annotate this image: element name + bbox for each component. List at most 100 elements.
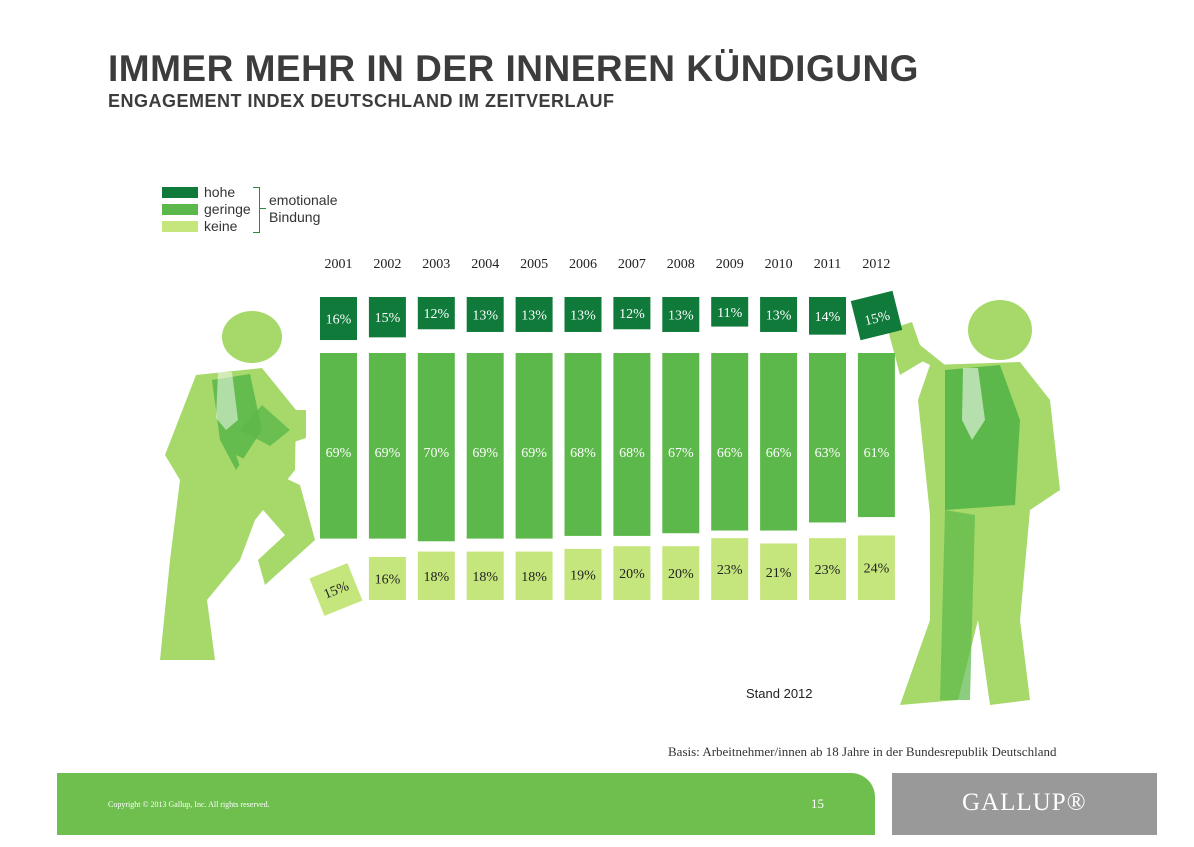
keine-group: 18% — [466, 551, 504, 600]
keine-group: 20% — [662, 546, 700, 600]
bar-hohe — [466, 297, 504, 332]
data-label-hohe: 13% — [570, 308, 596, 323]
gallup-logo: GALLUP® — [962, 789, 1087, 816]
data-label-hohe: 14% — [815, 310, 841, 325]
year-label: 2010 — [765, 257, 793, 272]
bar-keine — [309, 563, 363, 616]
bar-hohe — [662, 297, 700, 332]
bar-keine — [613, 546, 651, 600]
data-label-geringe: 69% — [375, 446, 401, 461]
legend-swatch-hohe — [162, 187, 198, 198]
hohe-group: 13% — [515, 297, 553, 332]
year-label: 2002 — [373, 257, 401, 272]
data-label-geringe: 69% — [521, 446, 547, 461]
hohe-group: 15% — [368, 297, 406, 338]
copyright-text: Copyright © 2013 Gallup, Inc. All rights… — [108, 800, 270, 809]
year-label: 2008 — [667, 257, 695, 272]
bar-hohe — [760, 297, 798, 332]
data-label-hohe: 15% — [375, 311, 401, 326]
data-label-geringe: 66% — [766, 446, 792, 461]
legend-label-keine: keine — [204, 218, 238, 234]
bar-hohe — [368, 297, 406, 338]
legend-group-line1: emotionale — [269, 192, 338, 208]
footer-logo-panel — [892, 773, 1157, 835]
data-label-keine: 20% — [668, 567, 694, 582]
hohe-group: 13% — [662, 297, 700, 332]
legend-label-hohe: hohe — [204, 184, 236, 200]
data-label-hohe: 15% — [863, 308, 892, 329]
bar-geringe — [368, 353, 406, 539]
bar-keine — [711, 538, 749, 600]
bar-geringe — [417, 353, 455, 542]
legend-group-label: emotionale Bindung — [269, 192, 338, 226]
bar-geringe — [711, 353, 749, 531]
bar-keine — [368, 556, 406, 600]
bar-hohe — [417, 297, 455, 330]
bar-keine — [466, 551, 504, 600]
page-subtitle: ENGAGEMENT INDEX DEUTSCHLAND IM ZEITVERL… — [108, 91, 615, 111]
keine-group: 19% — [564, 548, 602, 600]
data-label-hohe: 13% — [668, 308, 694, 323]
keine-group: 21% — [760, 543, 798, 600]
hohe-group: 13% — [760, 297, 798, 332]
legend-swatch-keine — [162, 221, 198, 232]
bar-hohe — [809, 297, 846, 335]
stand-note: Stand 2012 — [746, 686, 813, 701]
bar-hohe — [320, 297, 357, 341]
legend-brace — [253, 187, 260, 233]
keine-group: 16% — [368, 556, 406, 600]
bar-keine — [564, 548, 602, 600]
hohe-group: 12% — [417, 297, 455, 330]
keine-group: 20% — [613, 546, 651, 600]
keine-group: 23% — [809, 538, 846, 600]
year-label: 2009 — [716, 257, 744, 272]
data-label-keine: 24% — [864, 562, 890, 577]
data-label-hohe: 16% — [326, 313, 352, 328]
hohe-group: 13% — [466, 297, 504, 332]
bars-layer: 2001 16% 69% 15% 2002 15% 69% 16% 2003 12% 70% 18% 2… — [309, 257, 903, 616]
data-label-hohe: 13% — [472, 308, 498, 323]
data-label-geringe: 70% — [423, 446, 449, 461]
bar-keine — [662, 546, 700, 600]
year-label: 2004 — [471, 257, 499, 272]
bar-hohe — [613, 297, 651, 330]
keine-group: 15% — [309, 563, 363, 616]
bar-keine — [760, 543, 798, 600]
data-label-geringe: 67% — [668, 446, 694, 461]
data-label-geringe: 66% — [717, 446, 743, 461]
bar-hohe — [850, 290, 903, 341]
year-label: 2006 — [569, 257, 597, 272]
legend-brace-tick — [260, 208, 266, 209]
year-label: 2003 — [422, 257, 450, 272]
page-title: IMMER MEHR IN DER INNEREN KÜNDIGUNG — [108, 48, 919, 89]
bar-keine — [809, 538, 846, 600]
bar-keine — [857, 535, 895, 600]
data-label-keine: 21% — [766, 566, 792, 581]
left-figure-illustration — [160, 311, 315, 660]
year-label: 2012 — [862, 257, 890, 272]
year-label: 2007 — [618, 257, 646, 272]
data-label-hohe: 12% — [619, 307, 645, 322]
data-label-keine: 18% — [521, 570, 547, 585]
data-label-keine: 23% — [717, 563, 743, 578]
data-label-geringe: 68% — [619, 446, 645, 461]
hohe-group: 15% — [850, 290, 903, 341]
legend-swatch-geringe — [162, 204, 198, 215]
data-label-hohe: 12% — [423, 307, 449, 322]
bar-geringe — [320, 353, 357, 539]
data-label-keine: 19% — [570, 568, 596, 583]
bar-geringe — [760, 353, 798, 531]
data-label-hohe: 13% — [766, 308, 792, 323]
year-label: 2001 — [325, 257, 353, 272]
bar-geringe — [564, 353, 602, 536]
bar-hohe — [711, 297, 749, 327]
data-label-hohe: 11% — [717, 306, 742, 321]
hohe-group: 11% — [711, 297, 749, 327]
page-number: 15 — [811, 796, 824, 811]
legend-group-line2: Bindung — [269, 209, 321, 225]
bar-keine — [515, 551, 553, 600]
basis-note: Basis: Arbeitnehmer/innen ab 18 Jahre in… — [668, 744, 1057, 759]
hohe-group: 14% — [809, 297, 846, 335]
data-label-keine: 18% — [423, 570, 449, 585]
bar-hohe — [564, 297, 602, 332]
